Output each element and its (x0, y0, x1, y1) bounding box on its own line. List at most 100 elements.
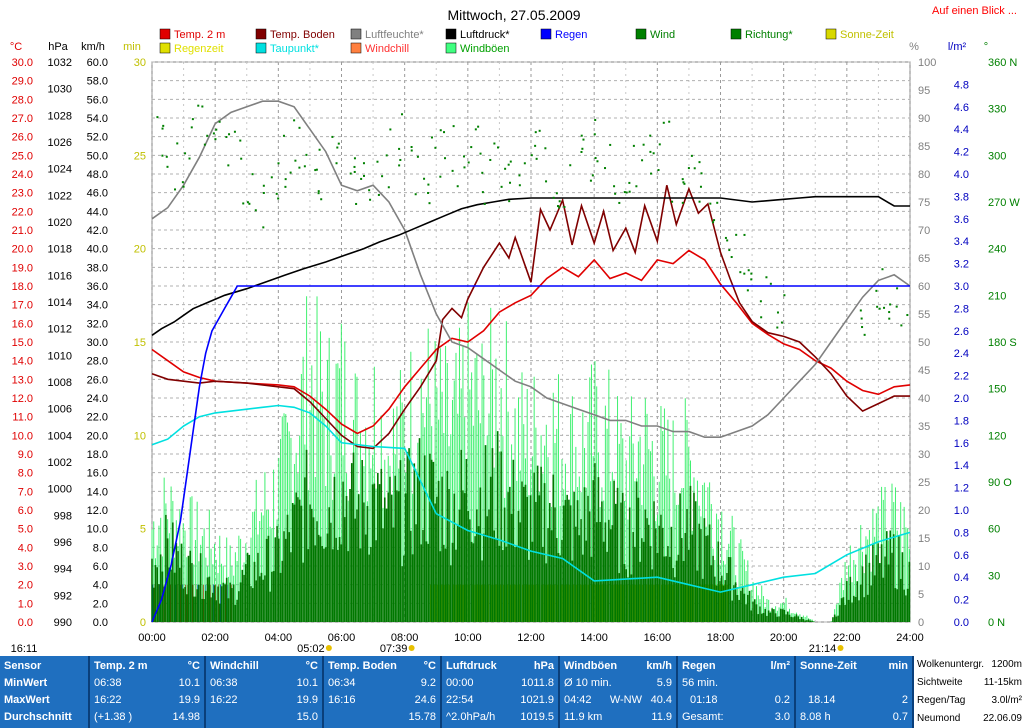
direction-point (387, 186, 390, 189)
axis-tick-label: 1012 (48, 324, 72, 336)
axis-tick-label: 1022 (48, 190, 72, 202)
stats-cell: 06:34 (328, 677, 356, 689)
direction-point (242, 202, 245, 205)
direction-point (262, 184, 265, 187)
direction-point (451, 169, 454, 172)
axis-tick-label: 28.0 (87, 356, 108, 368)
axis-tick-label: 1028 (48, 110, 72, 122)
direction-point (698, 200, 701, 203)
axis-tick-label: 30 (918, 449, 930, 461)
stats-cell: 22:54 (446, 694, 474, 706)
stats-sensor-title: Sensor (4, 660, 42, 672)
stats-cell: 19.9 (296, 694, 318, 706)
direction-point (552, 196, 555, 199)
direction-point (635, 185, 638, 188)
axis-tick-label: 330 (988, 104, 1006, 116)
axis-tick-label: 17.0 (12, 300, 33, 312)
stats-windboeen-unit: km/h (646, 660, 672, 672)
stats-separator (912, 656, 914, 728)
axis-tick-label: 1014 (48, 297, 72, 309)
axis-tick-label: 24.0 (87, 393, 108, 405)
direction-point (479, 152, 482, 155)
stats-cell: 10.1 (178, 677, 200, 689)
legend-item: Windböen (445, 42, 510, 55)
stats-cell: 5.9 (656, 677, 672, 689)
direction-point (430, 136, 433, 139)
direction-point (399, 158, 402, 161)
axis-tick-label: 15 (134, 337, 146, 349)
direction-point (530, 154, 533, 157)
axis-tick-label: 1002 (48, 457, 72, 469)
axis-tick-label: 48.0 (87, 169, 108, 181)
direction-point (201, 105, 204, 108)
axis-tick-label: 4.8 (954, 79, 969, 91)
direction-point (240, 157, 243, 160)
x-tick-label: 24:00 (896, 632, 924, 644)
axis-tick-label: 1000 (48, 484, 72, 496)
legend-item: Windchill (350, 42, 409, 55)
stats-cell: 1021.9 (520, 694, 554, 706)
axis-tick-label: 18.0 (87, 449, 108, 461)
stats-cell: 15.78 (408, 711, 436, 723)
axis-tick-label: 54.0 (87, 113, 108, 125)
legend-label: Sonne-Zeit (840, 29, 894, 41)
legend-swatch (255, 42, 267, 54)
direction-point (876, 305, 879, 308)
direction-point (353, 157, 356, 160)
legend-swatch (255, 28, 267, 40)
stats-cell: 06:38 (210, 677, 238, 689)
axis-tick-label: 998 (54, 510, 72, 522)
stats-sonnezeit-title: Sonne-Zeit (800, 660, 857, 672)
direction-point (746, 289, 749, 292)
direction-point (730, 256, 733, 259)
axes: 0.0 1.0 2.0 3.0 4.0 5.0 6.0 7.0 8.0 9.0 10.0 11.0 12… (10, 41, 1021, 629)
legend-item: Richtung* (730, 28, 793, 41)
direction-point (538, 129, 541, 132)
direction-point (483, 202, 486, 205)
direction-point (489, 158, 492, 161)
direction-point (227, 164, 230, 167)
stats-col-sensor: Sensor MinWert MaxWert Durchschnitt (0, 656, 88, 728)
stats-separator (440, 656, 442, 728)
direction-point (534, 144, 537, 147)
time-marker-label: 07:39 (380, 643, 408, 655)
direction-point (225, 136, 228, 139)
axis-tick-label: 3.8 (954, 191, 969, 203)
stats-cell: 40.4 (650, 694, 672, 706)
direction-point (414, 193, 417, 196)
stats-cell: 22.06.09 (983, 713, 1022, 724)
stats-regen-unit: l/m² (770, 660, 790, 672)
x-tick-label: 10:00 (454, 632, 482, 644)
direction-point (628, 181, 631, 184)
axis-tick-label: 45 (918, 365, 930, 377)
direction-point (632, 144, 635, 147)
direction-point (582, 138, 585, 141)
legend-label: Temp. 2 m (174, 29, 225, 41)
direction-point (683, 182, 686, 185)
direction-point (556, 205, 559, 208)
direction-point (716, 201, 719, 204)
direction-point (783, 294, 786, 297)
axis-tick-label: 28.0 (12, 94, 33, 106)
stats-cell: 0.7 (892, 711, 908, 723)
stats-col-tempboden: Temp. Boden °C 06:34 9.2 16:16 24.6 15.78 (324, 656, 440, 728)
stats-cell: 00:00 (446, 677, 474, 689)
top-right-link[interactable]: Auf einen Blick ... (932, 5, 1017, 17)
direction-point (693, 167, 696, 170)
direction-point (518, 184, 521, 187)
sun-marker-icon (325, 645, 332, 651)
axis-tick-label: 8.0 (93, 542, 108, 554)
stats-cell: 8.08 h (800, 711, 831, 723)
axis-tick-label: 20 (918, 505, 930, 517)
axis-tick-label: 52.0 (87, 132, 108, 144)
axis-unit-label: °C (10, 41, 22, 53)
stats-sensor-row: Durchschnitt (4, 711, 72, 723)
direction-point (335, 162, 338, 165)
axis-tick-label: 10.0 (12, 430, 33, 442)
direction-point (518, 174, 521, 177)
axis-tick-label: 992 (54, 590, 72, 602)
chart-title: Mittwoch, 27.05.2009 (447, 7, 580, 23)
direction-point (470, 146, 473, 149)
stats-cell: 16:16 (328, 694, 356, 706)
direction-point (314, 169, 317, 172)
